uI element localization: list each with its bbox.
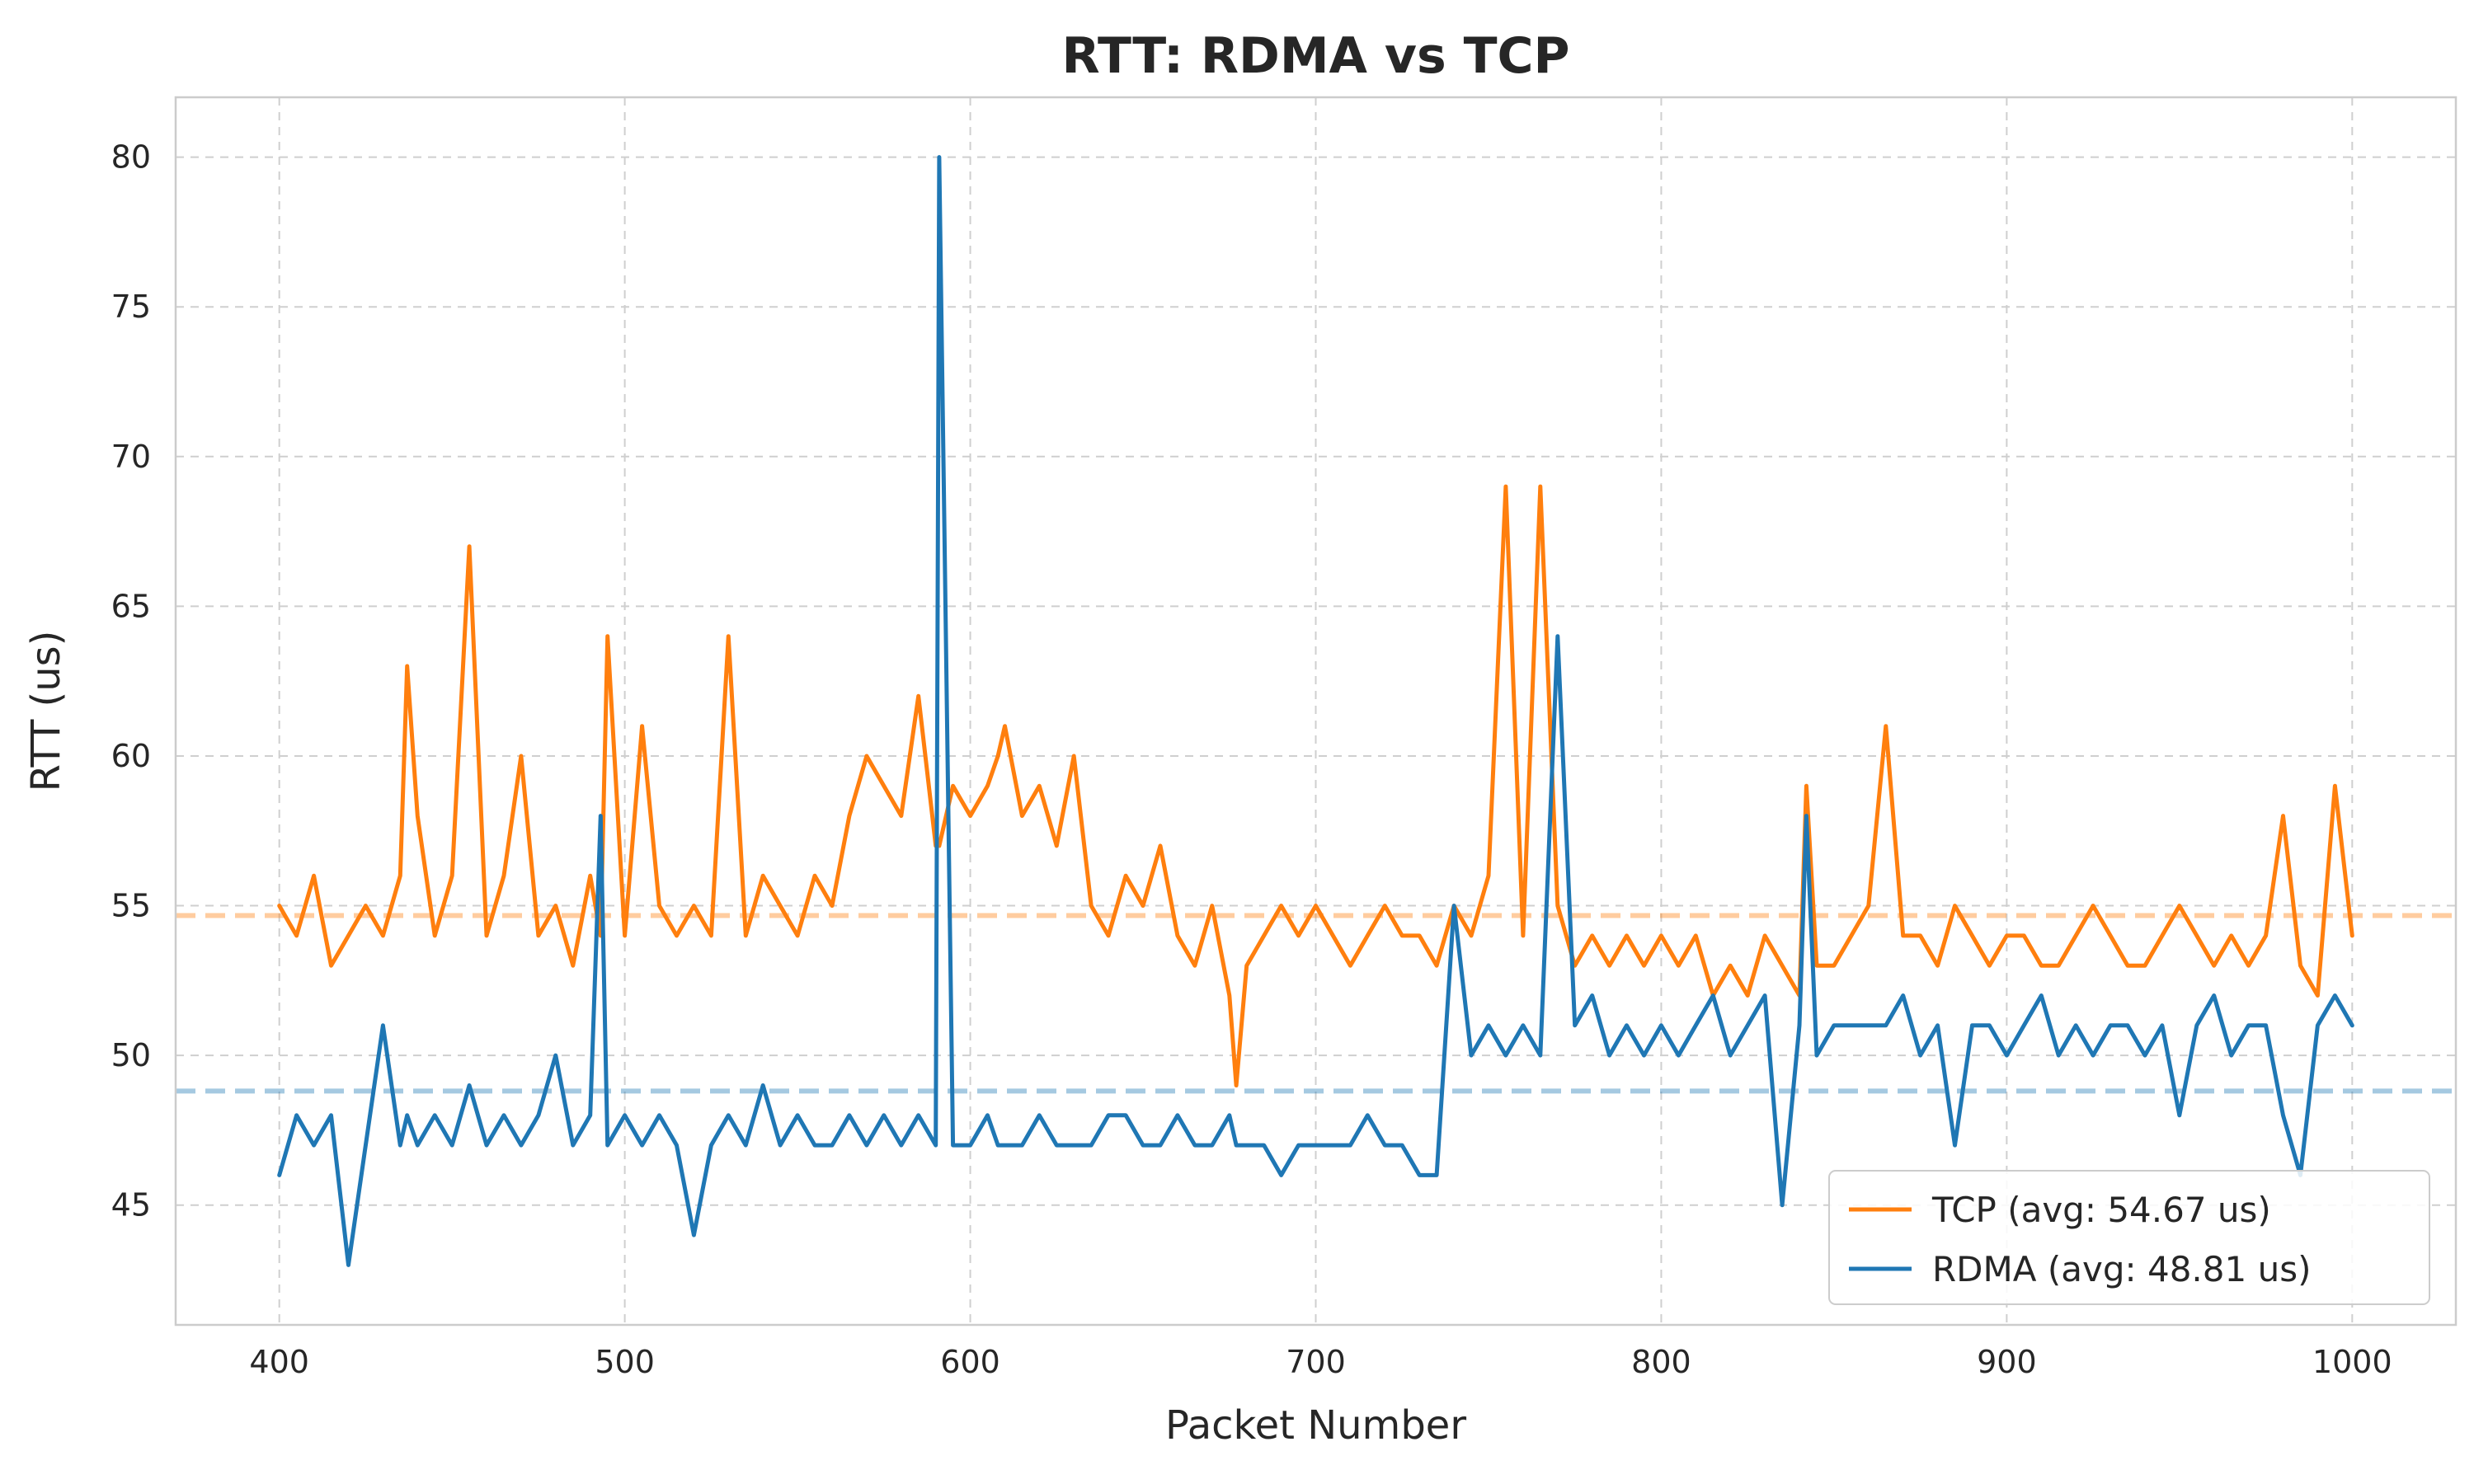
legend-box [1828, 1170, 2430, 1305]
y-tick-label: 55 [111, 888, 151, 924]
x-tick-label: 600 [940, 1344, 1000, 1380]
series-line [277, 155, 2354, 1267]
x-axis-label: Packet Number [1165, 1402, 1466, 1449]
y-tick-label: 70 [111, 439, 151, 475]
chart-title: RTT: RDMA vs TCP [1061, 27, 1569, 85]
x-tick-label: 900 [1977, 1344, 2037, 1380]
x-tick-label: 500 [595, 1344, 655, 1380]
legend-entry-label: TCP (avg: 54.67 us) [1931, 1190, 2271, 1230]
y-tick-label: 45 [111, 1187, 151, 1223]
plot-frame [174, 96, 2458, 1327]
series-lines [277, 155, 2354, 1267]
legend: TCP (avg: 54.67 us) RDMA (avg: 48.81 us) [1828, 1170, 2430, 1305]
y-tick-label: 75 [111, 289, 151, 325]
y-tick-label: 65 [111, 588, 151, 624]
y-axis-label: RTT (us) [23, 631, 69, 792]
y-tick-label: 60 [111, 738, 151, 774]
average-lines [176, 913, 2456, 1094]
x-tick-label: 400 [249, 1344, 309, 1380]
y-tick-label: 80 [111, 139, 151, 176]
x-tick-label: 700 [1286, 1344, 1346, 1380]
legend-entry-label: RDMA (avg: 48.81 us) [1932, 1249, 2311, 1289]
series-line [277, 484, 2354, 1087]
tick-labels: 400 500 600 700 800 900 1000 45 50 55 60 65 70 75 80 [111, 139, 2392, 1380]
x-tick-label: 800 [1631, 1344, 1691, 1380]
y-tick-label: 50 [111, 1037, 151, 1073]
x-tick-label: 1000 [2312, 1344, 2392, 1380]
